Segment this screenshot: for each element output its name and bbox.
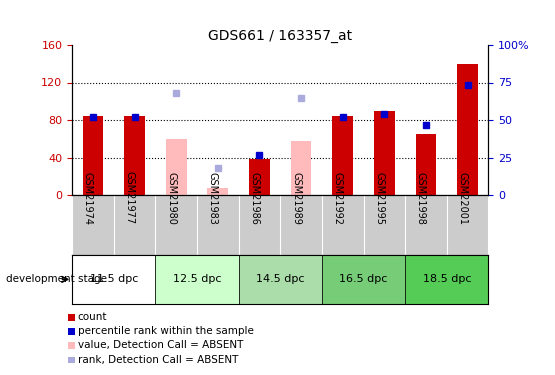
- Text: value, Detection Call = ABSENT: value, Detection Call = ABSENT: [78, 340, 243, 350]
- Text: 14.5 dpc: 14.5 dpc: [256, 274, 305, 284]
- Text: rank, Detection Call = ABSENT: rank, Detection Call = ABSENT: [78, 355, 238, 364]
- Text: 11.5 dpc: 11.5 dpc: [89, 274, 138, 284]
- Text: GSM21995: GSM21995: [374, 171, 384, 225]
- Text: GSM22001: GSM22001: [457, 171, 467, 225]
- Title: GDS661 / 163357_at: GDS661 / 163357_at: [208, 28, 352, 43]
- Bar: [239, 255, 322, 304]
- Bar: [405, 255, 488, 304]
- Text: 16.5 dpc: 16.5 dpc: [339, 274, 388, 284]
- Bar: [291, 141, 311, 195]
- Bar: [72, 255, 155, 304]
- Bar: [208, 188, 228, 195]
- Text: GSM21983: GSM21983: [208, 172, 218, 224]
- Bar: [249, 159, 270, 195]
- Text: 12.5 dpc: 12.5 dpc: [173, 274, 221, 284]
- Text: GSM21977: GSM21977: [124, 171, 135, 225]
- Text: GSM21986: GSM21986: [249, 172, 259, 224]
- Text: 18.5 dpc: 18.5 dpc: [422, 274, 471, 284]
- Bar: [332, 116, 353, 195]
- Text: GSM21989: GSM21989: [291, 172, 301, 224]
- Bar: [83, 116, 103, 195]
- Bar: [416, 134, 436, 195]
- Bar: [374, 111, 395, 195]
- Bar: [457, 64, 478, 195]
- Text: GSM21998: GSM21998: [416, 172, 426, 224]
- Bar: [322, 255, 405, 304]
- Bar: [166, 139, 186, 195]
- Bar: [155, 255, 239, 304]
- Bar: [124, 116, 145, 195]
- Text: count: count: [78, 312, 107, 322]
- Text: development stage: development stage: [6, 274, 107, 284]
- Text: GSM21992: GSM21992: [332, 171, 342, 225]
- Text: GSM21980: GSM21980: [166, 172, 176, 224]
- Text: percentile rank within the sample: percentile rank within the sample: [78, 326, 254, 336]
- Text: GSM21974: GSM21974: [83, 171, 93, 225]
